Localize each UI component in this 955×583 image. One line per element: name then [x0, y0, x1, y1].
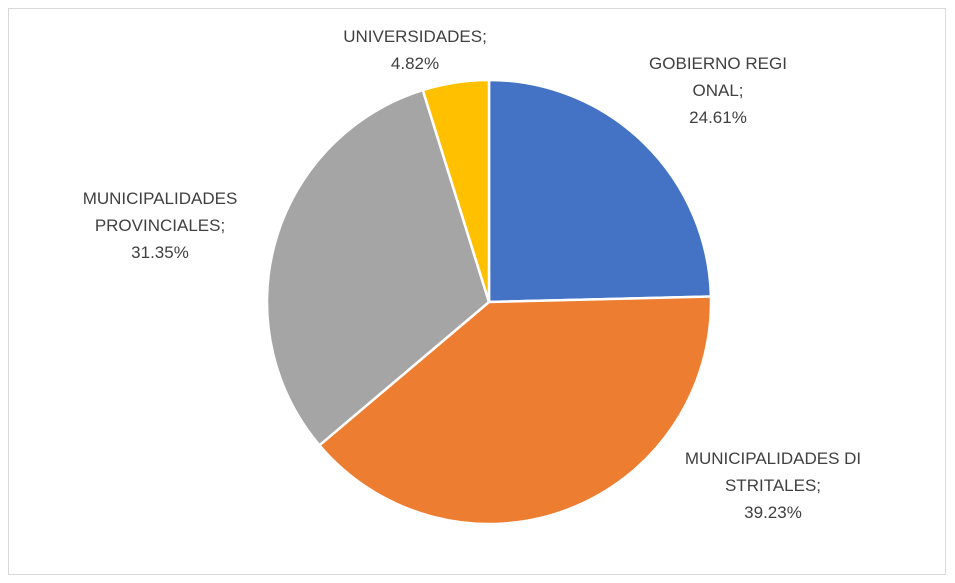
pie-slice: [487, 78, 713, 304]
data-label: GOBIERNO REGIONAL; 24.61%: [643, 50, 793, 131]
data-label: MUNICIPALIDADES DISTRITALES; 39.23%: [683, 445, 863, 526]
category-label: MUNICIPALIDADES DISTRITALES;: [684, 449, 862, 495]
pie-slice: [421, 78, 491, 303]
value-label: 39.23%: [744, 503, 802, 522]
value-label: 24.61%: [689, 108, 747, 127]
category-label: MUNICIPALIDADES PROVINCIALES;: [82, 189, 238, 235]
value-label: 4.82%: [390, 54, 440, 73]
category-label: UNIVERSIDADES;: [343, 27, 487, 46]
pie-slice: [317, 295, 713, 526]
value-label: 31.35%: [131, 243, 189, 262]
category-label: GOBIERNO REGIONAL;: [649, 54, 787, 100]
pie-slice: [265, 88, 491, 448]
chart-border: [8, 8, 946, 575]
data-label: MUNICIPALIDADES PROVINCIALES; 31.35%: [75, 185, 245, 266]
data-label: UNIVERSIDADES; 4.82%: [325, 23, 505, 77]
